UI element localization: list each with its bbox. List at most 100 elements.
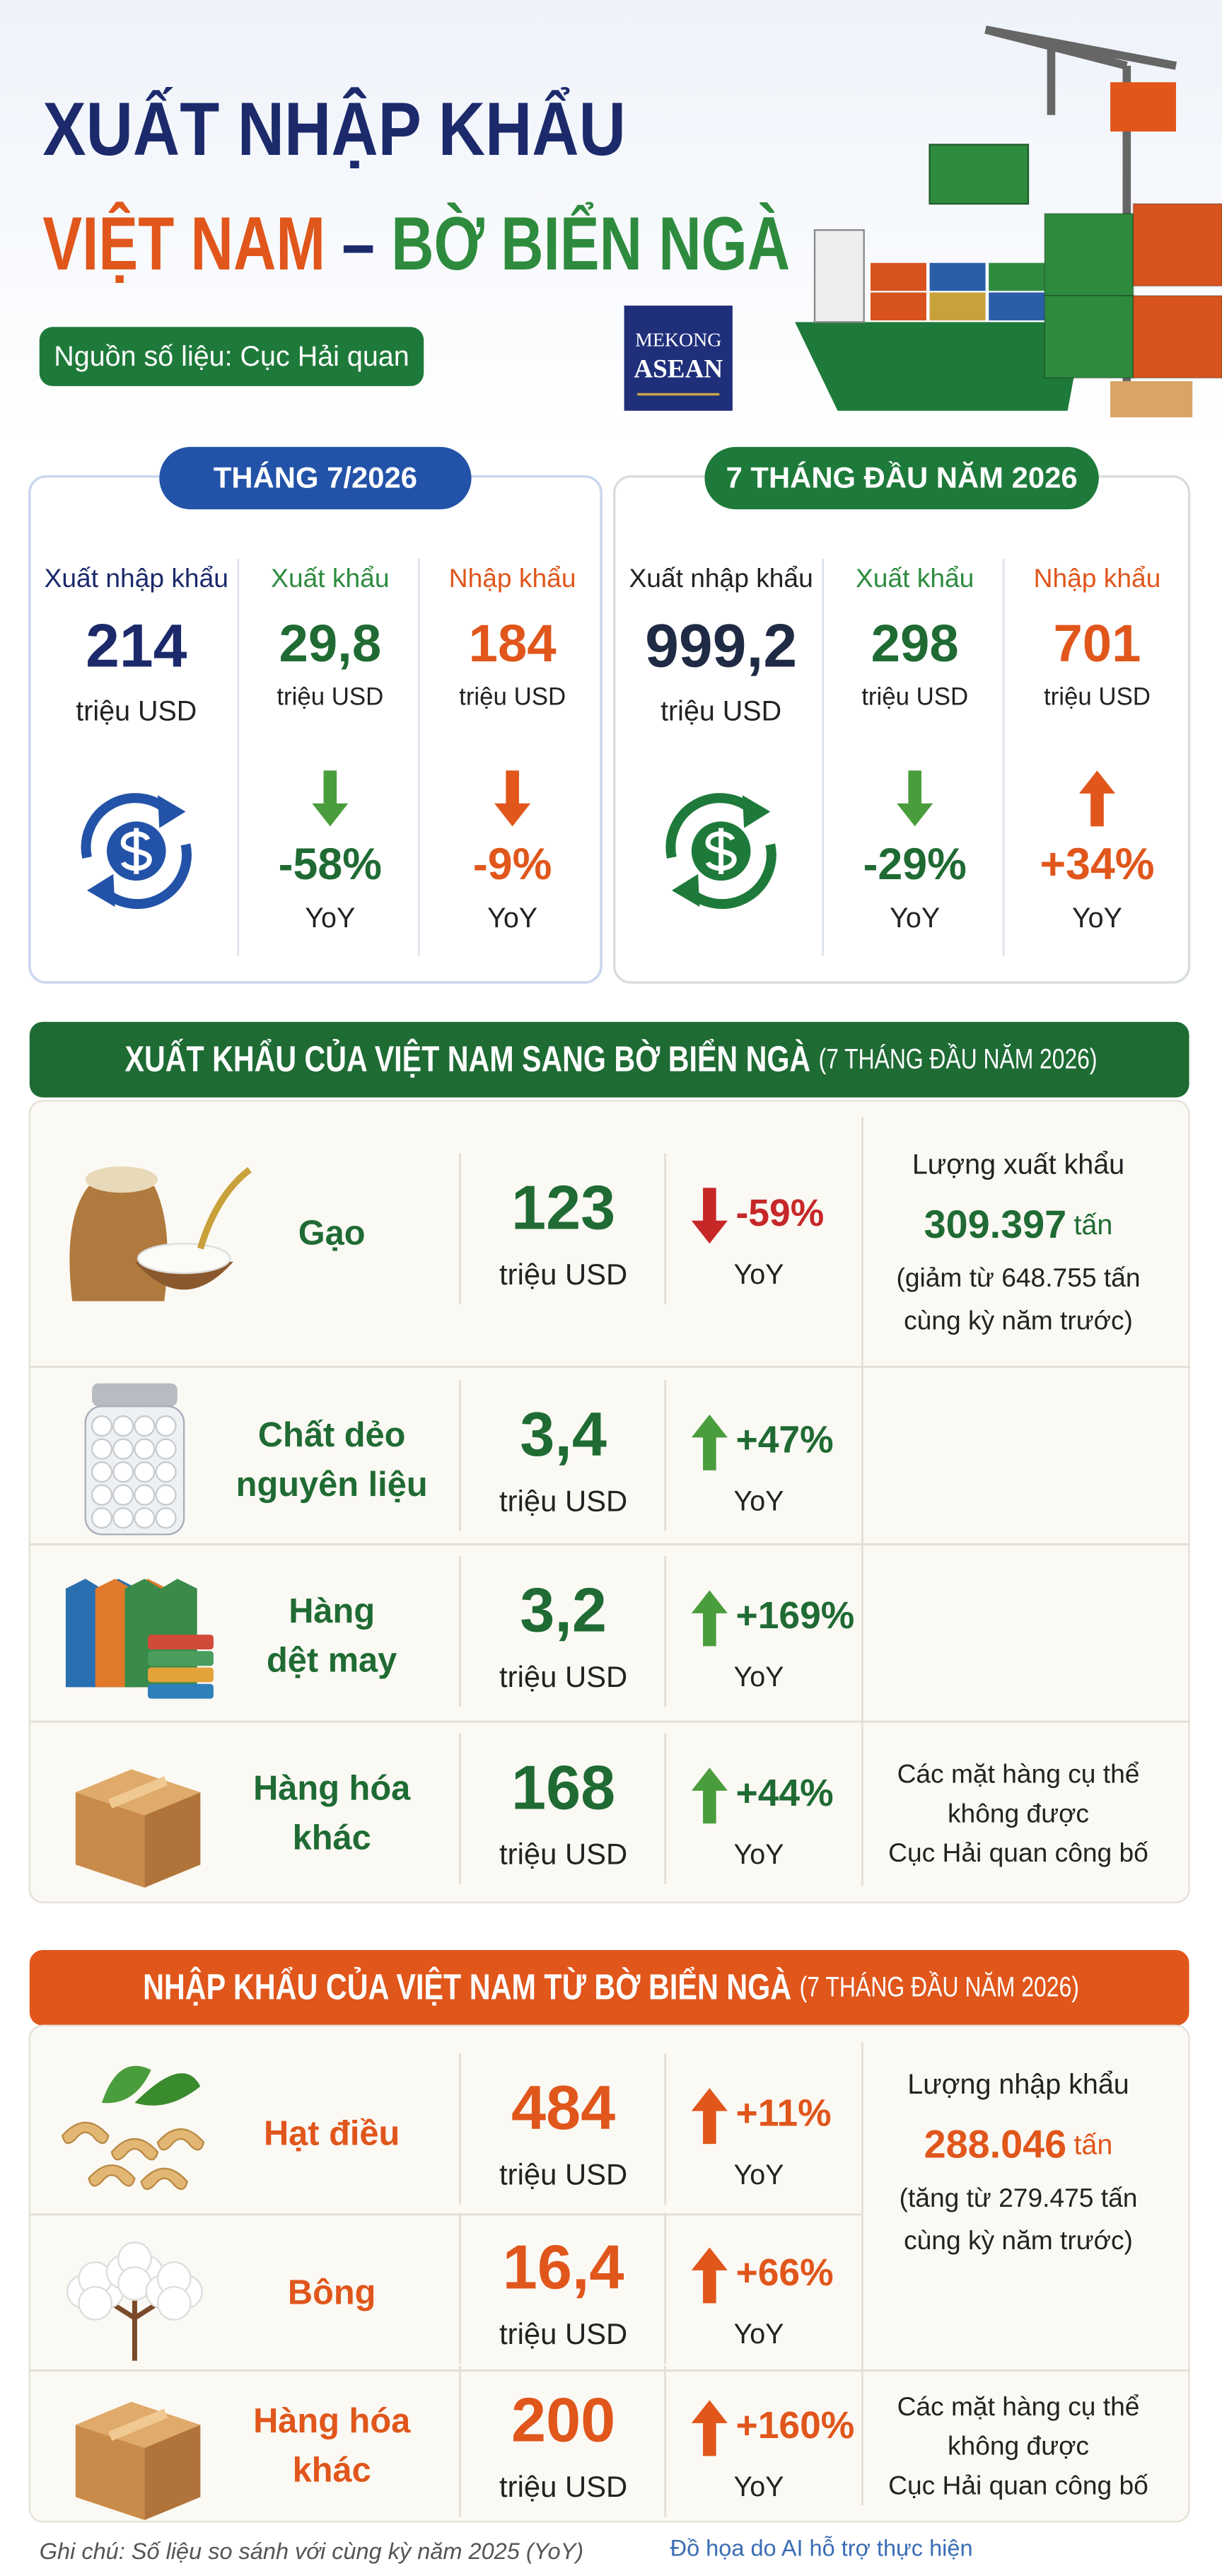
box-tape <box>107 2408 168 2441</box>
arrow-up <box>1078 770 1116 827</box>
item-note: YoY <box>734 1839 784 1870</box>
cashew-nut <box>110 2137 159 2161</box>
item-name: Hạt điều <box>264 2114 400 2152</box>
exports-section: XUẤT KHẨU CỦA VIỆT NAM SANG BỜ BIỂN NGÀ … <box>28 1021 1190 1903</box>
cycle-head <box>157 795 186 828</box>
row-icon <box>65 1579 214 1699</box>
pellet <box>112 1461 134 1483</box>
header: XUẤT NHẬP KHẨU VIỆT NAM – BỜ BIỂN NGÀ Nguồ… <box>39 25 1222 418</box>
cashew-nut <box>156 2128 205 2151</box>
folded-cloth <box>148 1635 214 1649</box>
section-title-main: NHẬP KHẨU CỦA VIỆT NAM TỪ BỜ BIỂN NGÀ <box>143 1966 791 2007</box>
stat-label: Xuất khẩu <box>271 563 389 593</box>
pellet <box>91 1415 113 1437</box>
volume-number: 288.046 <box>924 2122 1066 2166</box>
item-note: YoY <box>734 1259 784 1290</box>
item-value: 3,4 <box>520 1399 607 1469</box>
pellet <box>155 1415 177 1437</box>
panel-pill <box>159 446 472 510</box>
cycle-arc <box>100 843 192 910</box>
volume-unit: tấn <box>1073 2130 1112 2161</box>
item-name: dệt may <box>267 1641 397 1679</box>
title-part: VIỆT NAM <box>42 201 325 286</box>
pellet <box>134 1507 156 1529</box>
section-row: Hàng hóa khác 200 triệu USD +160% YoY <box>75 2365 854 2520</box>
stat-change: -9% <box>473 840 552 889</box>
rice <box>136 1243 231 1275</box>
panel-pill <box>704 446 1099 510</box>
item-note: YoY <box>734 1661 784 1693</box>
box-side <box>144 1792 201 1888</box>
stat-note: YoY <box>487 903 537 934</box>
logo-line2: ASEAN <box>634 355 723 384</box>
title-line2: VIỆT NAM – BỜ BIỂN NGÀ <box>42 201 790 286</box>
container <box>870 262 926 291</box>
pellet <box>155 1461 177 1483</box>
volume-detail: cùng kỳ năm trước) <box>904 1306 1133 1335</box>
row-icon <box>84 1383 185 1536</box>
row-icon <box>75 2401 201 2520</box>
footer-note: Ghi chú: Số liệu so sánh với cùng kỳ năm… <box>40 2539 583 2564</box>
space <box>791 1966 799 2007</box>
item-name: Hàng <box>289 1592 375 1630</box>
row-icon <box>69 1166 252 1301</box>
stat-unit: triệu USD <box>76 696 197 727</box>
pellet <box>134 1438 156 1460</box>
pellet <box>91 1438 113 1460</box>
other-note: Cục Hải quan công bố <box>888 1838 1148 1867</box>
pellet <box>155 1484 177 1506</box>
section-band <box>29 1950 1189 2026</box>
item-value: 484 <box>511 2072 615 2142</box>
crate <box>1110 381 1193 418</box>
pellet <box>134 1484 156 1506</box>
panel-title: THÁNG 7/2026 <box>214 460 417 494</box>
panel-title: 7 THÁNG ĐẦU NĂM 2026 <box>726 460 1078 494</box>
stat-value: 298 <box>871 614 959 673</box>
arrow-up <box>691 2247 728 2304</box>
item-name: Gạo <box>298 1214 366 1253</box>
pellet <box>112 1438 134 1460</box>
stat-note: YoY <box>1072 903 1122 934</box>
space <box>1066 2130 1073 2160</box>
arrow-down <box>494 770 531 827</box>
stat-change: +34% <box>1040 840 1154 889</box>
volume-note: Lượng nhập khẩu 288.046 tấn (tăng từ 279.4… <box>900 2069 1138 2255</box>
item-unit: triệu USD <box>499 1838 627 1871</box>
arrow-down <box>691 1188 728 1244</box>
item-value: 200 <box>511 2385 615 2455</box>
arrow-up <box>691 2400 728 2456</box>
arrow-down <box>312 770 349 827</box>
footer: Ghi chú: Số liệu so sánh với cùng kỳ năm… <box>40 2534 973 2564</box>
container <box>929 262 986 291</box>
pellet <box>155 1438 177 1460</box>
box-side <box>144 2425 201 2520</box>
volume-number: 309.397 <box>924 1202 1066 1246</box>
pellet <box>91 1507 113 1529</box>
stat-unit: triệu USD <box>861 683 968 710</box>
volume-unit: tấn <box>1073 1209 1112 1241</box>
logo-line1: MEKONG <box>635 330 721 352</box>
container-stack <box>1044 294 1134 379</box>
item-unit: triệu USD <box>499 2470 627 2503</box>
row-icon <box>61 2065 205 2191</box>
volume-detail: (giảm từ 648.755 tấn <box>896 1263 1140 1292</box>
volume-note: Lượng xuất khẩu 309.397 tấn (giảm từ 648.7… <box>896 1149 1140 1335</box>
item-name: khác <box>293 2451 371 2489</box>
item-value: 16,4 <box>503 2232 624 2302</box>
box-tape <box>107 1776 168 1809</box>
cashew-nut <box>61 2121 110 2145</box>
stat-note: YoY <box>890 903 940 934</box>
title-part: BỜ BIỂN NGÀ <box>391 201 790 286</box>
space <box>810 1038 818 1079</box>
stat-change: -58% <box>279 840 382 889</box>
cycle-head <box>87 874 115 907</box>
other-note: không được <box>948 2431 1089 2461</box>
box-front <box>75 2425 145 2520</box>
cotton-boll <box>156 2285 192 2321</box>
item-value: 168 <box>511 1752 615 1822</box>
arrow-up <box>691 2088 728 2145</box>
container <box>870 292 926 320</box>
item-unit: triệu USD <box>499 2158 627 2191</box>
stat-label: Xuất nhập khẩu <box>45 563 228 593</box>
stat-value: 184 <box>469 614 557 673</box>
